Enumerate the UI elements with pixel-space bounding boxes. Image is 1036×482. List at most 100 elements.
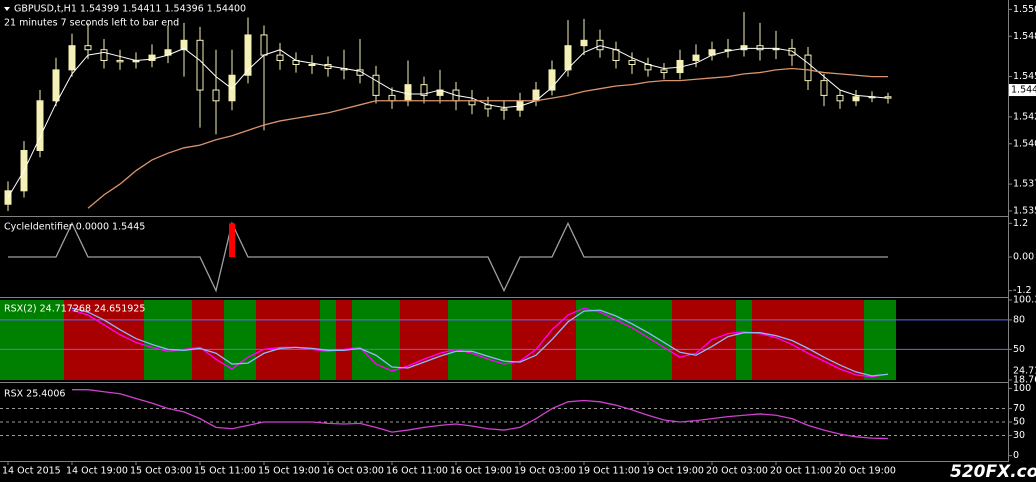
trend-band	[304, 300, 320, 380]
plot-layer	[0, 12, 1008, 440]
candle-body	[580, 39, 588, 47]
y-tick-label: 18.76	[1013, 375, 1036, 386]
y-tick-label: -1.2	[1013, 285, 1032, 296]
trend-band	[368, 300, 384, 380]
trend-band	[848, 300, 864, 380]
candle-body	[564, 45, 572, 71]
pane-title: RSX(2) 24.717268 24.651925	[4, 304, 145, 315]
candle-body	[196, 39, 204, 91]
candle-body	[148, 54, 156, 61]
x-tick-label: 16 Oct 03:00	[322, 466, 384, 477]
candle-body	[836, 94, 844, 102]
x-tick-label: 15 Oct 03:00	[130, 466, 192, 477]
candle-body	[68, 45, 76, 71]
x-tick-label: 16 Oct 19:00	[450, 466, 512, 477]
candle-body	[100, 49, 108, 61]
x-tick-label: 20 Oct 03:00	[706, 466, 768, 477]
candle-body	[116, 59, 124, 63]
candle-body	[692, 54, 700, 61]
candle-body	[740, 45, 748, 51]
candle-body	[756, 45, 764, 51]
y-tick-label: 1.537	[1013, 179, 1036, 190]
candle-body	[36, 100, 44, 151]
trend-band	[688, 300, 704, 380]
trend-band	[160, 300, 176, 380]
trend-band	[480, 300, 496, 380]
watermark: 520FX.com	[950, 462, 1036, 482]
x-tick-label: 15 Oct 11:00	[194, 466, 256, 477]
x-tick-label: 14 Oct 2015	[2, 466, 61, 477]
trend-band	[416, 300, 432, 380]
trend-band	[640, 300, 656, 380]
candle-body	[4, 190, 12, 205]
candle-body	[804, 54, 812, 82]
y-tick-label: 1.548	[1013, 31, 1036, 42]
candle-body	[260, 34, 268, 56]
current-value-label: 24.71	[1013, 366, 1036, 377]
trend-band	[656, 300, 672, 380]
symbol-menu-arrow[interactable]	[4, 7, 10, 11]
y-tick-label: 1.535	[1013, 205, 1036, 216]
x-tick-label: 16 Oct 11:00	[386, 466, 448, 477]
last-price-box	[1009, 84, 1036, 97]
candle-body	[244, 34, 252, 76]
candle-body	[596, 39, 604, 51]
y-tick-label: 1.2	[1013, 218, 1028, 229]
trend-band	[736, 300, 752, 380]
trend-band	[256, 300, 272, 380]
trend-band	[864, 300, 880, 380]
x-tick-label: 20 Oct 19:00	[834, 466, 896, 477]
trend-band	[528, 300, 544, 380]
trend-band	[608, 300, 624, 380]
candle-body	[84, 45, 92, 51]
trend-band	[880, 300, 896, 380]
trend-band	[512, 300, 528, 380]
y-tick-label: 1.550	[1013, 4, 1036, 15]
trend-band	[224, 300, 240, 380]
trend-band	[192, 300, 208, 380]
y-tick-label: 1.545	[1013, 71, 1036, 82]
candle-body	[388, 94, 396, 102]
x-tick-label: 19 Oct 11:00	[578, 466, 640, 477]
candle-body	[276, 54, 284, 61]
trend-band	[176, 300, 192, 380]
y-tick-label: 80	[1013, 314, 1025, 325]
indicator-line	[8, 221, 888, 293]
trend-band	[272, 300, 288, 380]
y-tick-label: 100	[1013, 383, 1031, 394]
last-price-label: 1.544	[1011, 85, 1036, 96]
signal-bar	[229, 223, 235, 257]
trend-band	[432, 300, 448, 380]
y-tick-label: 0.00	[1013, 252, 1034, 263]
trend-band	[464, 300, 480, 380]
candle-body	[404, 84, 412, 102]
trend-band	[800, 300, 816, 380]
trend-band	[624, 300, 640, 380]
trend-band	[288, 300, 304, 380]
y-tick-label: 70	[1013, 403, 1025, 414]
pane-title: RSX 25.4006	[4, 389, 65, 400]
x-tick-label: 15 Oct 19:00	[258, 466, 320, 477]
candle-body	[420, 84, 428, 96]
candle-body	[788, 47, 796, 56]
trend-band	[336, 300, 352, 380]
candle-body	[372, 74, 380, 96]
candle-body	[180, 39, 188, 51]
candle-body	[212, 89, 220, 102]
trend-band	[208, 300, 224, 380]
trend-band	[352, 300, 368, 380]
trend-band	[576, 300, 592, 380]
candle-body	[660, 69, 668, 74]
trend-band	[144, 300, 160, 380]
y-tick-label: 0	[1013, 450, 1019, 461]
y-tick-label: 50	[1013, 417, 1025, 428]
y-tick-label: 1.542	[1013, 111, 1036, 122]
indicator-line	[72, 389, 889, 440]
candle-body	[628, 59, 636, 65]
candle-body	[308, 64, 316, 66]
trend-band	[448, 300, 464, 380]
indicator-line	[7, 45, 889, 198]
x-tick-label: 19 Oct 03:00	[514, 466, 576, 477]
